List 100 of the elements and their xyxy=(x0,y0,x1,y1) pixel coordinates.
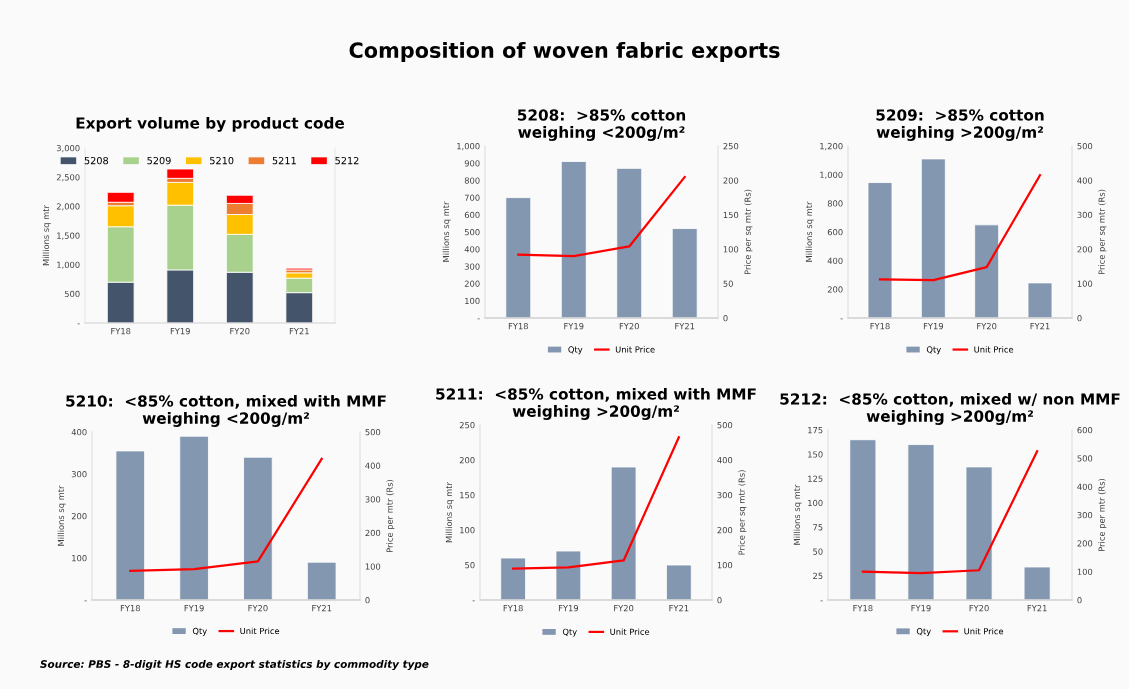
x-tick-label: FY21 xyxy=(1030,323,1050,330)
x-tick-label: FY21 xyxy=(312,605,332,612)
bar xyxy=(179,435,209,600)
y-tick-label: 100 xyxy=(808,499,823,507)
source-note: Source: PBS - 8-digit HS code export statistics by commodity type xyxy=(40,659,429,671)
chart-title: 5211: <85% cotton, mixed with MMF weighing >200g/m² xyxy=(436,387,756,420)
y-tick-label: 150 xyxy=(808,451,823,458)
y-axis-title: Millions sq mtr xyxy=(57,485,66,546)
legend-label: 5209 xyxy=(147,156,171,165)
y-tick-label: 125 xyxy=(808,475,823,482)
y-tick-label: - xyxy=(77,323,80,325)
x-tick-label: FY19 xyxy=(911,605,931,612)
x-tick-label: FY20 xyxy=(248,605,268,612)
bar xyxy=(849,439,877,600)
bar xyxy=(965,466,993,600)
legend-label: Unit Price xyxy=(610,628,650,635)
y-axis-title: Millions sq mtr xyxy=(445,482,454,543)
x-tick-label: FY18 xyxy=(503,605,523,612)
bar xyxy=(616,167,643,318)
y-tick-label: 200 xyxy=(459,456,475,464)
y2-tick-label: 300 xyxy=(365,496,381,503)
bar xyxy=(1023,566,1051,600)
y-axis-title: Millions sq mtr xyxy=(442,201,451,262)
bar xyxy=(1027,282,1053,318)
line-series xyxy=(517,175,686,258)
y-tick-label: 500 xyxy=(464,228,480,236)
y-tick-label: 300 xyxy=(71,470,87,478)
legend-label: Unit Price xyxy=(240,627,280,635)
y-tick-label: 1,000 xyxy=(457,142,480,151)
x-tick-label: FY19 xyxy=(558,605,579,612)
y-tick-label: 1,200 xyxy=(820,142,843,151)
y2-tick-label: 0 xyxy=(1077,314,1082,322)
y2-tick-label: 0 xyxy=(1077,596,1082,604)
y2-tick-label: 300 xyxy=(1077,511,1093,519)
bar xyxy=(106,191,135,203)
y-tick-label: 2,500 xyxy=(56,174,80,182)
y-tick-label: 300 xyxy=(464,263,480,270)
chart-title: 5208: >85% cotton weighing <200g/m² xyxy=(517,109,686,141)
y-tick-label: - xyxy=(472,600,475,602)
y-tick-label: 3,000 xyxy=(56,144,80,153)
chart-title: 5212: <85% cotton, mixed w/ non MMF weighing >200g/m² xyxy=(780,392,1120,425)
legend-label: Unit Price xyxy=(964,627,1004,635)
y-axis-title: Millions sq mtr xyxy=(805,201,814,262)
legend-label: Unit Price xyxy=(615,346,655,353)
chart-title: 5209: >85% cotton weighing >200g/m² xyxy=(876,109,1044,141)
y-axis-title: Millions sq mtr xyxy=(42,205,51,266)
x-tick-label: FY20 xyxy=(619,323,639,330)
y2-axis-title: Price per sq mtr (Rs) xyxy=(1098,189,1107,275)
x-tick-label: FY21 xyxy=(1027,605,1047,612)
y-tick-label: - xyxy=(820,600,823,602)
y-tick-label: 50 xyxy=(813,548,823,555)
y2-tick-label: 300 xyxy=(1077,211,1093,219)
legend-label: Qty xyxy=(562,628,577,637)
y2-axis-title: Price per sq mtr (Rs) xyxy=(744,189,753,275)
chart-title: 5210: <85% cotton, mixed with MMF weighing <200g/m² xyxy=(66,394,386,427)
x-tick-label: FY18 xyxy=(508,323,528,330)
y-tick-label: 800 xyxy=(464,177,480,184)
x-tick-label: FY19 xyxy=(184,605,204,612)
y-axis-title: Millions sq mtr xyxy=(793,484,802,545)
x-tick-label: FY20 xyxy=(969,605,989,612)
y-tick-label: 700 xyxy=(464,194,480,201)
line-series xyxy=(861,450,1039,575)
x-tick-label: FY18 xyxy=(111,328,131,335)
y2-tick-label: 300 xyxy=(717,491,733,499)
legend-label: Qty xyxy=(926,346,941,355)
y-tick-label: 100 xyxy=(465,297,480,305)
y2-tick-label: 200 xyxy=(1077,540,1093,547)
bar xyxy=(974,224,1000,318)
y-tick-label: 600 xyxy=(464,211,480,219)
x-tick-label: FY18 xyxy=(870,323,890,330)
y2-tick-label: 200 xyxy=(1077,246,1093,253)
y2-tick-label: 250 xyxy=(723,142,739,150)
bar xyxy=(166,168,195,179)
y-tick-label: 900 xyxy=(464,160,480,167)
x-tick-label: FY18 xyxy=(853,605,873,612)
y2-tick-label: 200 xyxy=(365,529,381,537)
bar xyxy=(555,550,582,600)
y-tick-label: - xyxy=(477,318,480,320)
legend-label: 5210 xyxy=(210,156,234,165)
chart-title: Export volume by product code xyxy=(76,116,345,132)
y-tick-label: 2,000 xyxy=(56,203,80,211)
y2-tick-label: 600 xyxy=(1077,426,1093,434)
y2-tick-label: 500 xyxy=(1077,455,1093,462)
y-tick-label: 200 xyxy=(71,512,87,520)
bar xyxy=(907,444,935,600)
line-series xyxy=(129,457,323,572)
y2-tick-label: 500 xyxy=(365,428,381,436)
y2-tick-label: 0 xyxy=(723,314,728,322)
x-tick-label: FY18 xyxy=(120,605,140,612)
x-tick-label: FY19 xyxy=(170,328,190,335)
y2-axis-title: Price per mtr (Rs) xyxy=(1098,478,1107,551)
x-tick-label: FY21 xyxy=(675,323,695,330)
y-tick-label: 250 xyxy=(459,421,475,429)
y-tick-label: 400 xyxy=(71,428,87,436)
bar xyxy=(560,161,587,318)
legend-label: 5212 xyxy=(335,156,359,165)
legend-label: 5208 xyxy=(84,156,109,165)
line-series xyxy=(512,436,680,570)
y2-axis-title: Price per sq mtr (Rs) xyxy=(738,470,747,555)
y2-tick-label: 0 xyxy=(365,596,370,604)
